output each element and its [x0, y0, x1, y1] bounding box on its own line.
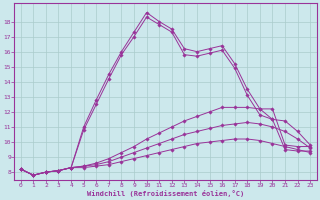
X-axis label: Windchill (Refroidissement éolien,°C): Windchill (Refroidissement éolien,°C) — [87, 190, 244, 197]
